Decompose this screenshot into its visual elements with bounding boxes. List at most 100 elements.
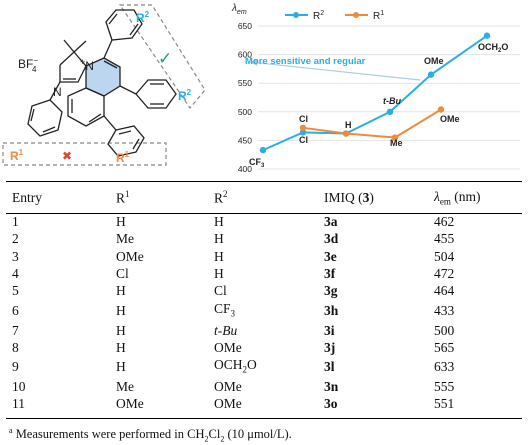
cell-r2: H — [214, 231, 224, 247]
table-row: 4 Cl H 3f 472 — [6, 266, 522, 283]
trend-annotation: More sensitive and regular — [245, 56, 366, 67]
data-point-r2-t-bu — [386, 108, 394, 116]
y-tick-label: 550 — [238, 78, 252, 88]
cell-r1: H — [116, 339, 126, 355]
label-me: Me — [390, 138, 403, 148]
nitrogen-label: N — [53, 85, 62, 99]
cell-r2: OMe — [214, 339, 242, 355]
figure-panel: BF− 4 +N N R2 R2 R1 R1 ✓ ✖ 400 450 500 550 60… — [2, 3, 520, 174]
table-row: 9 H OCH2O 3l 633 — [6, 357, 522, 379]
cell-lambda: 500 — [434, 322, 455, 338]
cell-imiq: 3d — [324, 231, 339, 247]
header-r1: R1 — [116, 181, 214, 214]
cell-lambda: 555 — [434, 379, 455, 395]
table-row: 2 Me H 3d 455 — [6, 231, 522, 248]
cell-lambda: 462 — [434, 214, 455, 230]
cell-lambda: 551 — [434, 395, 522, 419]
label-tbu: t-Bu — [383, 96, 401, 106]
r2-right-label: R2 — [178, 88, 192, 103]
cell-r2: CF3 — [214, 300, 236, 319]
legend-r1: R1 — [373, 10, 384, 22]
table-row: 10 Me OMe 3n 555 — [6, 379, 522, 396]
chemical-structure-scheme — [2, 4, 206, 166]
cell-imiq: 3i — [324, 322, 335, 338]
data-point-r1-cl — [299, 124, 307, 132]
table-row: 11 OMe OMe 3o 551 — [6, 395, 522, 419]
cell-imiq: 3h — [324, 302, 339, 318]
cell-lambda: 565 — [434, 339, 455, 355]
emission-line-chart: 400 450 500 550 600 650 λem R2 R1 More sensit… — [231, 3, 520, 174]
cell-imiq: 3f — [324, 266, 336, 282]
r2-top-label: R2 — [136, 10, 150, 25]
cell-imiq: 3j — [324, 339, 336, 355]
check-mark-icon: ✓ — [158, 49, 172, 68]
trend-arrow-head — [250, 59, 258, 66]
cell-entry: 2 — [12, 231, 19, 247]
table-row: 3 OMe H 3e 504 — [6, 248, 522, 265]
cell-imiq: 3o — [324, 395, 434, 419]
cell-entry: 10 — [12, 379, 26, 395]
series-lines — [262, 34, 488, 152]
label-och2o: OCH2O — [478, 42, 508, 54]
cell-entry: 8 — [12, 339, 19, 355]
y-tick-label: 500 — [238, 107, 252, 117]
cell-entry: 7 — [12, 322, 19, 338]
cell-r2: OCH2O — [214, 357, 257, 375]
data-point-r2-cl — [299, 129, 307, 136]
data-point-r2-ome — [427, 71, 435, 78]
cell-imiq: 3n — [324, 379, 339, 395]
cell-r1: Me — [116, 231, 134, 247]
cell-r2: OMe — [214, 379, 242, 395]
cell-lambda: 464 — [434, 283, 455, 299]
label-h: H — [345, 120, 352, 130]
trend-arrow-line — [249, 61, 421, 81]
cell-entry: 3 — [12, 248, 19, 264]
cell-r2: OMe — [214, 395, 324, 419]
counterion-label: BF− 4 — [18, 56, 38, 74]
label-cl-bottom: Cl — [299, 135, 308, 145]
data-point-r1-ome — [437, 106, 445, 113]
data-point-r2-cf3 — [259, 146, 267, 154]
table-row: 5 H Cl 3g 464 — [6, 283, 522, 300]
n-plus-label: +N — [80, 57, 94, 73]
cell-imiq: 3e — [324, 248, 337, 264]
cell-r1: Cl — [116, 266, 129, 282]
y-tick-label: 650 — [238, 21, 252, 31]
cell-r1: H — [116, 359, 126, 375]
cell-r1: OMe — [116, 395, 214, 419]
series-points — [259, 32, 491, 154]
cell-entry: 6 — [12, 302, 19, 318]
label-ome-orange: OMe — [440, 114, 460, 124]
r1-highlight-box — [2, 142, 167, 166]
cell-r2: H — [214, 266, 224, 282]
header-imiq: IMIQ (3) — [324, 181, 434, 214]
scheme-labels: BF− 4 +N N R2 R2 R1 R1 ✓ ✖ — [10, 10, 192, 165]
cell-lambda: 633 — [434, 359, 455, 375]
y-tick-label: 600 — [238, 50, 252, 60]
header-r2: R2 — [214, 181, 324, 214]
table-row: 8 H OMe 3j 565 — [6, 339, 522, 356]
r2-highlight-box — [118, 4, 206, 109]
cell-lambda: 433 — [434, 302, 455, 318]
data-point-r1-h — [342, 130, 350, 137]
cell-entry: 9 — [12, 359, 19, 375]
series-line-r1 — [302, 108, 442, 139]
label-ome-top: OMe — [424, 56, 444, 66]
header-lambda: λem (nm) — [434, 181, 522, 214]
cell-r2: H — [214, 248, 224, 264]
y-tick-label: 450 — [238, 135, 252, 145]
y-tick-label: 400 — [238, 164, 252, 174]
results-table: Entry R1 R2 IMIQ (3) λem (nm) 1 H H 3a 462 2 M… — [6, 181, 522, 419]
data-point-r2-och2o — [483, 32, 491, 39]
table-header-row: Entry R1 R2 IMIQ (3) λem (nm) — [6, 181, 522, 214]
cell-r1: H — [116, 322, 126, 338]
label-cl-top: Cl — [299, 114, 308, 124]
cell-lambda: 455 — [434, 231, 455, 247]
cell-r2: Cl — [214, 283, 227, 299]
cell-lambda: 472 — [434, 266, 455, 282]
cell-imiq: 3a — [324, 214, 338, 230]
cell-entry: 11 — [6, 395, 116, 419]
cell-r1: H — [116, 214, 126, 230]
cell-r1: OMe — [116, 248, 144, 264]
